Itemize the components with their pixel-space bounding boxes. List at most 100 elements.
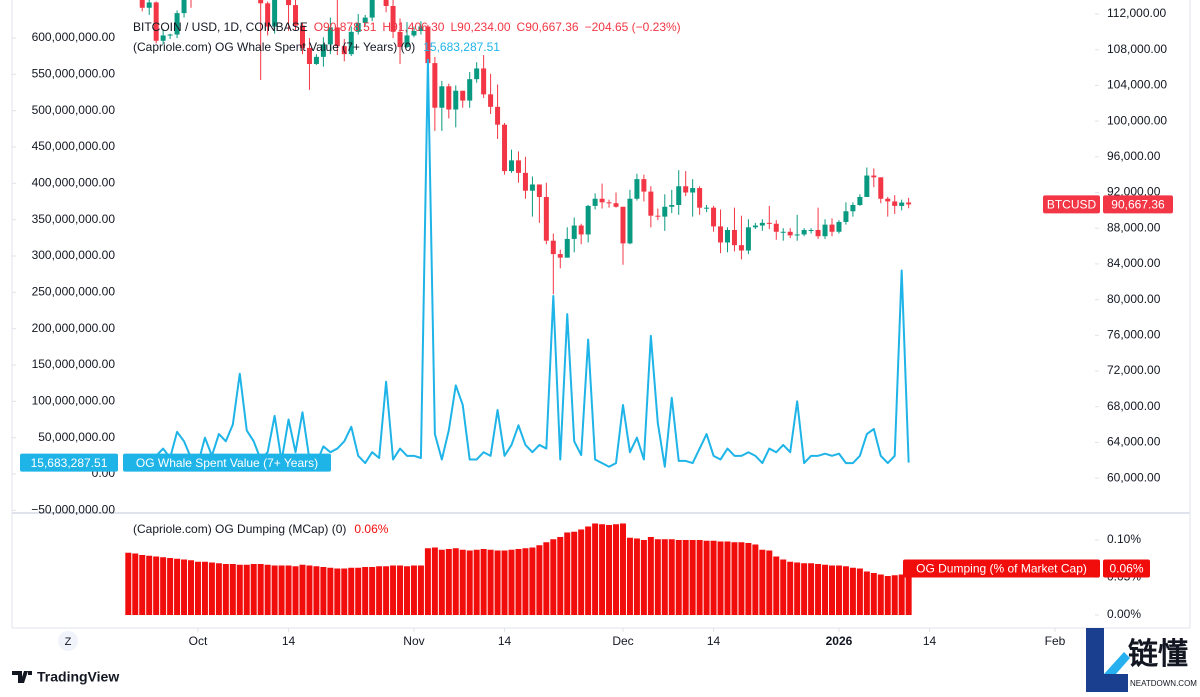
y-tick-label: 50,000,000.00	[38, 430, 115, 444]
candle-body	[745, 227, 751, 251]
candle-body	[578, 225, 584, 235]
high-label: H91,406.30	[382, 20, 444, 34]
y-tick-label: 108,000.00	[1107, 42, 1167, 56]
bar	[738, 542, 745, 616]
candle-body	[515, 160, 521, 173]
x-tick-label: Oct	[189, 634, 208, 648]
axis-tag-name-box	[1043, 195, 1100, 214]
candle-body	[613, 203, 619, 207]
bar	[564, 532, 571, 616]
x-tick-label: 14	[923, 634, 937, 648]
candle-body	[320, 44, 326, 57]
candle-body	[641, 179, 647, 192]
bar	[222, 563, 229, 616]
candle-body	[773, 223, 779, 232]
bar	[390, 565, 397, 616]
bar	[306, 565, 313, 616]
bar	[139, 554, 146, 616]
bar	[181, 559, 188, 616]
candle-body	[759, 222, 765, 226]
candle-body	[571, 225, 577, 239]
candle-body	[690, 188, 696, 193]
bar	[376, 566, 383, 616]
whale-header: (Capriole.com) OG Whale Spent Value (7+ …	[133, 40, 500, 54]
bar	[132, 553, 139, 616]
bar	[146, 555, 153, 616]
candle-body	[439, 86, 445, 108]
x-tick-label: 14	[707, 634, 721, 648]
main-pane	[128, 0, 912, 468]
candle-body	[390, 5, 396, 32]
candle-body	[509, 160, 515, 172]
bar	[606, 524, 613, 616]
candle-body	[592, 198, 598, 206]
y-tick-label: 100,000,000.00	[32, 394, 116, 408]
bar	[557, 536, 564, 616]
bar	[494, 550, 501, 616]
y-tick-label: 300,000,000.00	[32, 248, 116, 262]
bar	[578, 529, 585, 616]
candle-body	[620, 206, 626, 244]
bar	[501, 550, 508, 616]
bar	[543, 542, 550, 616]
watermark-text: 链懂	[1128, 637, 1188, 671]
tradingview-icon	[12, 671, 32, 683]
candle-body	[258, 0, 264, 4]
bar	[884, 576, 891, 616]
bar	[236, 564, 243, 616]
bar	[438, 549, 445, 616]
candle-body	[299, 25, 305, 48]
bar	[613, 524, 620, 616]
candle-body	[362, 17, 368, 23]
bar	[278, 565, 285, 616]
y-tick-label: 104,000.00	[1107, 78, 1167, 92]
bar	[243, 564, 250, 616]
watermark-site: NEATDOWN.COM	[1130, 679, 1197, 688]
candle-body	[453, 90, 459, 110]
candle-body	[676, 186, 682, 205]
bar	[863, 571, 870, 616]
axis-tag-value: 90,667.36	[1111, 198, 1165, 212]
bar	[619, 523, 626, 616]
bar	[891, 575, 898, 616]
candle-body	[634, 179, 640, 199]
candle-body	[871, 175, 877, 178]
bar	[717, 541, 724, 616]
bar	[299, 564, 306, 616]
candle-body	[425, 26, 431, 64]
candle-body	[543, 196, 549, 241]
candle-body	[697, 188, 703, 208]
bar	[334, 568, 341, 616]
candle-body	[536, 184, 542, 197]
axis-tag-name: OG Dumping (% of Market Cap)	[916, 562, 1087, 576]
candle-body	[522, 172, 528, 191]
bar	[682, 539, 689, 616]
watermark-logo	[1086, 628, 1128, 692]
candle-body	[850, 204, 856, 212]
timezone-button[interactable]	[58, 631, 78, 651]
bar	[369, 566, 376, 616]
bar	[452, 548, 459, 616]
timezone-button-label[interactable]: Z	[65, 636, 72, 648]
y-tick-label: 76,000.00	[1107, 327, 1161, 341]
bar	[341, 568, 348, 616]
bar	[822, 564, 829, 616]
candle-body	[181, 0, 187, 14]
candle-body	[383, 0, 389, 6]
y-tick-label: −50,000,000.00	[31, 503, 115, 517]
bar	[661, 539, 668, 616]
y-tick-label: 60,000.00	[1107, 470, 1161, 484]
axis-tag-value-box	[20, 453, 118, 472]
candle-body	[160, 35, 166, 41]
candle-body	[585, 205, 591, 235]
candle-body	[557, 254, 563, 258]
close-label: C90,667.36	[517, 20, 579, 34]
candle-body	[906, 202, 912, 205]
bar	[397, 565, 404, 616]
bar	[710, 540, 717, 616]
bar	[592, 523, 599, 616]
candle-body	[146, 2, 152, 8]
candle-body	[272, 0, 278, 27]
candle-body	[836, 221, 842, 232]
bar	[599, 524, 606, 616]
